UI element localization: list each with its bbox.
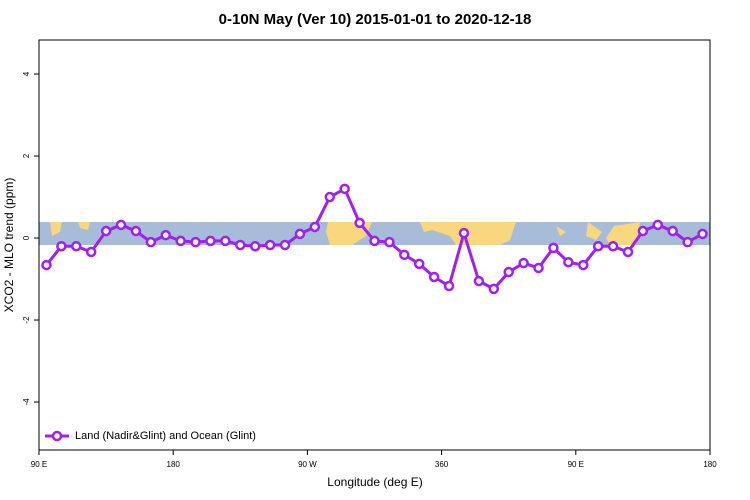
point <box>175 235 186 247</box>
point <box>652 219 664 231</box>
legend-label: Land (Nadir&Glint) and Ocean (Glint) <box>75 430 256 442</box>
point <box>473 275 485 287</box>
x-tick-label: 90 E <box>31 460 47 469</box>
point <box>145 236 157 248</box>
point <box>428 271 440 283</box>
x-tick-label: 180 <box>703 460 717 469</box>
point <box>41 259 52 271</box>
point <box>369 235 380 247</box>
point <box>637 225 649 237</box>
chart-title: 0-10N May (Ver 10) 2015-01-01 to 2020-12… <box>219 11 532 28</box>
legend-marker <box>51 430 63 442</box>
point <box>592 240 604 252</box>
point <box>488 283 500 295</box>
point <box>71 240 82 252</box>
point <box>190 236 201 248</box>
point <box>578 259 589 271</box>
point <box>458 227 470 239</box>
point <box>324 191 336 203</box>
point <box>697 228 708 240</box>
point <box>503 266 514 278</box>
legend: Land (Nadir&Glint) and Ocean (Glint) <box>45 430 256 442</box>
point <box>249 240 261 252</box>
point <box>235 239 246 251</box>
point <box>443 280 455 292</box>
y-axis-label: XCO2 - MLO trend (ppm) <box>2 178 16 313</box>
point <box>205 235 216 247</box>
point <box>100 225 112 237</box>
x-tick-label: 90 E <box>568 460 584 469</box>
land <box>50 222 640 245</box>
y-tick-label: 2 <box>22 153 31 158</box>
point <box>279 239 291 251</box>
point <box>115 219 127 231</box>
point <box>384 236 395 248</box>
point <box>413 258 425 270</box>
point <box>339 183 350 195</box>
point <box>264 239 276 251</box>
y-tick-label: -4 <box>22 398 31 406</box>
point <box>130 225 142 237</box>
point <box>294 228 306 240</box>
y-tick-label: 4 <box>22 71 31 76</box>
point <box>667 225 678 237</box>
y-tick-label: 0 <box>22 235 31 240</box>
point <box>607 240 619 252</box>
x-tick-label: 90 W <box>298 460 317 469</box>
point <box>622 246 634 258</box>
point <box>160 229 171 241</box>
plot-frame <box>38 39 711 451</box>
y-tick-label: -2 <box>22 316 31 324</box>
point <box>56 240 67 252</box>
point <box>399 249 410 261</box>
point <box>309 221 321 233</box>
point <box>220 235 231 247</box>
point <box>85 246 97 258</box>
x-tick-label: 180 <box>167 460 181 469</box>
point <box>354 217 365 229</box>
point <box>682 236 693 248</box>
point <box>533 262 544 274</box>
point <box>563 256 574 268</box>
x-axis-label: Longitude (deg E) <box>327 475 422 489</box>
point <box>518 257 529 269</box>
point <box>548 242 559 254</box>
x-tick-label: 360 <box>435 460 449 469</box>
